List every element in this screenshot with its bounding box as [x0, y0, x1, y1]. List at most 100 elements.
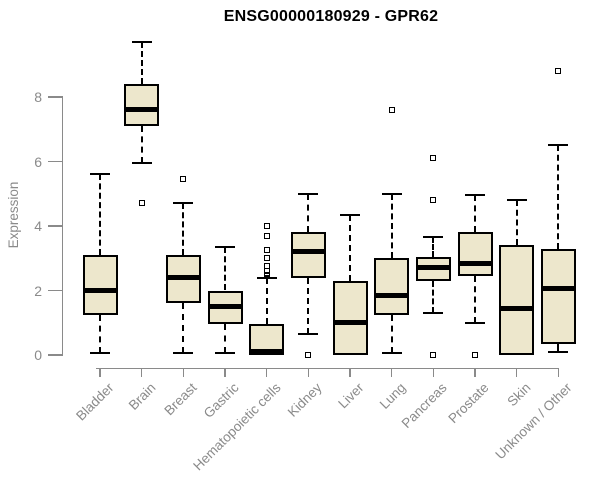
box-brain [124, 84, 160, 127]
lower-whisker-cap-brain [131, 162, 152, 165]
x-tick [182, 368, 185, 377]
y-tick-label: 6 [34, 153, 42, 170]
lower-whisker-cap-breast [173, 352, 194, 355]
median-brain [124, 107, 160, 113]
upper-whisker-bladder [99, 174, 101, 256]
y-tick-label: 2 [34, 282, 42, 299]
upper-whisker-lung [390, 193, 393, 259]
lower-whisker-unknown-other [557, 343, 560, 352]
upper-whisker-cap-kidney [298, 192, 319, 195]
median-bladder [82, 288, 118, 293]
lower-whisker-gastric [224, 324, 226, 354]
outlier-prostate [472, 352, 478, 358]
upper-whisker-cap-brain [131, 41, 152, 44]
x-tick-label: Brain [125, 380, 159, 413]
lower-whisker-pancreas [432, 280, 435, 314]
box-unknown-other [540, 248, 576, 344]
upper-whisker-liver [349, 214, 351, 281]
y-tick-label: 8 [34, 89, 42, 105]
upper-whisker-prostate [474, 195, 476, 233]
x-tick [307, 368, 310, 377]
x-tick [557, 368, 560, 377]
y-tick [48, 160, 63, 163]
outlier-hematopoietic-cells [263, 247, 270, 254]
x-tick-label: Prostate [445, 380, 492, 427]
median-hematopoietic-cells [249, 349, 285, 355]
outlier-brain [138, 200, 145, 207]
lower-whisker-kidney [307, 277, 310, 335]
box-lung [374, 258, 410, 315]
outlier-hematopoietic-cells [263, 232, 270, 239]
x-axis-line [96, 367, 559, 369]
outlier-hematopoietic-cells [263, 223, 270, 229]
x-tick-label: Lung [376, 380, 409, 412]
lower-whisker-bladder [99, 314, 101, 354]
median-breast [165, 275, 201, 281]
upper-whisker-hematopoietic-cells [265, 277, 268, 325]
x-tick [224, 368, 226, 377]
lower-whisker-brain [140, 126, 143, 164]
upper-whisker-skin [515, 200, 518, 246]
outlier-pancreas [430, 155, 437, 162]
box-skin [499, 245, 535, 355]
outlier-pancreas [430, 197, 437, 204]
outlier-lung [388, 106, 395, 113]
upper-whisker-kidney [307, 193, 310, 233]
chart-title: ENSG00000180929 - GPR62 [223, 8, 439, 25]
box-liver [332, 280, 368, 355]
outlier-hematopoietic-cells [263, 263, 270, 270]
lower-whisker-lung [390, 314, 393, 354]
x-tick-label: Liver [335, 380, 367, 412]
x-tick [432, 368, 435, 377]
y-tick [48, 289, 63, 292]
upper-whisker-cap-breast [173, 202, 194, 205]
upper-whisker-breast [182, 203, 185, 256]
outlier-unknown-other [555, 68, 562, 75]
x-tick-label: Bladder [73, 380, 117, 424]
lower-whisker-cap-bladder [90, 352, 110, 355]
x-tick [140, 368, 143, 377]
lower-whisker-cap-prostate [465, 321, 485, 324]
upper-whisker-cap-pancreas [423, 236, 444, 239]
median-pancreas [415, 265, 451, 271]
x-tick [99, 368, 101, 377]
x-tick [265, 368, 268, 377]
y-tick [48, 225, 63, 227]
upper-whisker-gastric [224, 246, 226, 291]
box-kidney [290, 232, 326, 278]
box-prostate [457, 232, 493, 276]
x-tick-label: Gastric [200, 380, 242, 421]
upper-whisker-cap-unknown-other [548, 144, 569, 147]
upper-whisker-cap-lung [381, 192, 402, 195]
outlier-hematopoietic-cells [263, 255, 270, 262]
box-bladder [82, 255, 118, 315]
median-gastric [207, 304, 243, 310]
outlier-kidney [305, 352, 312, 358]
x-tick [515, 368, 518, 377]
y-tick-label: 4 [34, 218, 42, 234]
outlier-breast [180, 176, 187, 183]
y-axis-label: Expression [6, 181, 21, 249]
lower-whisker-cap-gastric [215, 352, 235, 355]
upper-whisker-cap-skin [506, 199, 527, 202]
upper-whisker-unknown-other [557, 145, 560, 249]
median-liver [332, 320, 368, 326]
median-kidney [290, 249, 326, 255]
y-tick-label: 0 [34, 347, 42, 363]
lower-whisker-prostate [474, 275, 476, 323]
upper-whisker-cap-bladder [90, 173, 110, 176]
x-tick [349, 368, 351, 377]
lower-whisker-cap-unknown-other [548, 350, 569, 353]
y-tick [48, 96, 63, 98]
x-tick [474, 368, 476, 377]
median-prostate [457, 260, 493, 266]
upper-whisker-pancreas [432, 237, 435, 257]
median-lung [374, 292, 410, 298]
upper-whisker-cap-prostate [465, 194, 485, 197]
x-tick-label: Breast [161, 380, 200, 419]
outlier-pancreas [430, 352, 437, 358]
lower-whisker-cap-lung [381, 352, 402, 355]
x-tick-label: Unknown / Other [492, 380, 575, 463]
upper-whisker-brain [140, 42, 143, 85]
